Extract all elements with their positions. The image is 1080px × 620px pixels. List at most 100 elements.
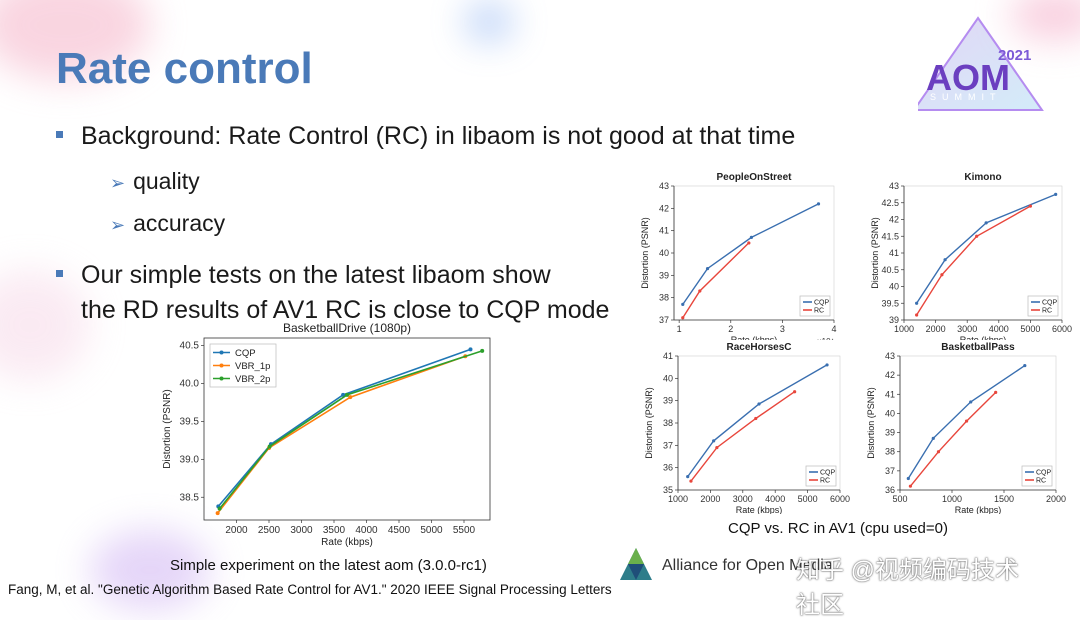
chart-title: RaceHorsesC xyxy=(726,342,791,353)
bullet-marker xyxy=(56,269,63,277)
y-tick-label: 40.0 xyxy=(180,379,200,390)
x-tick-label: 2000 xyxy=(1046,494,1066,504)
y-tick-label: 35 xyxy=(663,485,673,495)
data-point-rc xyxy=(936,450,941,454)
x-tick-label: 1000 xyxy=(668,494,688,504)
x-axis-label: Rate (kbps) xyxy=(960,335,1007,340)
bullet-text-line1: Our simple tests on the latest libaom sh… xyxy=(81,261,551,289)
data-point-rc xyxy=(698,289,702,293)
y-axis-label: Distortion (PSNR) xyxy=(640,217,650,289)
y-axis-label: Distortion (PSNR) xyxy=(870,217,880,289)
x-tick-label: 6000 xyxy=(830,494,850,504)
kimono-chart: Kimono 1000 2000 3000 4000 5000 6000 39 39.5 40 40… xyxy=(870,172,1072,340)
data-point-rc xyxy=(915,313,919,317)
y-tick-label: 40 xyxy=(659,248,669,258)
legend-marker xyxy=(219,363,224,368)
right-chart-caption: CQP vs. RC in AV1 (cpu used=0) xyxy=(728,520,948,537)
y-tick-label: 39.0 xyxy=(180,454,200,465)
data-point-vbr_2p xyxy=(480,348,485,353)
y-tick-label: 43 xyxy=(659,181,669,191)
basketballpass-chart: BasketballPass 500 1000 1500 2000 36 37 38 39 40 4… xyxy=(866,342,1066,514)
x-tick-label: 1000 xyxy=(894,324,914,334)
y-tick-label: 40 xyxy=(889,282,899,292)
legend-label: VBR_2p xyxy=(235,374,270,385)
legend-label: CQP xyxy=(820,470,836,477)
bullet-tests: Our simple tests on the latest libaom sh… xyxy=(56,258,609,328)
peopleonstreet-chart: PeopleOnStreet 1 2 3 4 37 38 39 40 41 42 43 Rate (kb… xyxy=(640,172,837,340)
data-point-rc xyxy=(940,273,944,277)
y-tick-label: 38 xyxy=(885,447,895,457)
aom-summit-logo: 2021 AOM SUMMIT xyxy=(918,16,1044,111)
data-point-cqp xyxy=(749,235,754,239)
x-tick-label: 2 xyxy=(728,324,733,334)
aom-logo-text: Alliance for Open Media xyxy=(662,557,833,574)
data-point-rc xyxy=(754,416,758,421)
data-point-cqp xyxy=(1054,192,1058,196)
y-tick-label: 41 xyxy=(885,389,895,399)
data-point-vbr_2p xyxy=(217,506,222,511)
x-tick-label: 2000 xyxy=(225,525,248,536)
bullet-marker xyxy=(56,130,63,138)
chart-title: PeopleOnStreet xyxy=(716,172,792,183)
y-tick-label: 41.5 xyxy=(881,231,899,241)
legend-label: RC xyxy=(1036,478,1046,485)
y-tick-label: 41 xyxy=(659,226,669,236)
y-tick-label: 41 xyxy=(663,351,673,361)
x-tick-label: 5000 xyxy=(420,525,443,536)
x-axis-label: Rate (kbps) xyxy=(731,335,778,340)
sub-bullet-text: quality xyxy=(133,168,200,194)
data-point-cqp xyxy=(712,439,716,443)
x-tick-label: 5000 xyxy=(1020,324,1040,334)
data-point-rc xyxy=(994,390,998,394)
y-tick-label: 42.5 xyxy=(881,198,899,208)
y-tick-label: 39.5 xyxy=(881,298,899,308)
legend-label: RC xyxy=(814,308,824,315)
data-point-rc xyxy=(689,479,693,483)
decor-blob-violet xyxy=(90,530,210,610)
data-point-rc xyxy=(975,234,979,238)
legend-label: RC xyxy=(1042,308,1052,315)
y-tick-label: 42 xyxy=(885,370,895,380)
x-tick-label: 1500 xyxy=(994,494,1014,504)
data-point-cqp xyxy=(915,301,919,305)
series-line-rc xyxy=(909,391,997,487)
x-tick-label: 2000 xyxy=(700,494,720,504)
left-chart-caption: Simple experiment on the latest aom (3.0… xyxy=(170,557,487,574)
legend-box xyxy=(805,465,837,487)
data-point-cqp xyxy=(705,267,710,271)
data-point-vbr_2p xyxy=(345,392,349,397)
data-point-cqp xyxy=(816,202,821,206)
data-point-rc xyxy=(681,316,685,320)
data-point-cqp xyxy=(681,302,685,306)
x-tick-label: 4000 xyxy=(989,324,1009,334)
citation-footnote: Fang, M, et al. "Genetic Algorithm Based… xyxy=(8,582,612,597)
x-tick-label: 6000 xyxy=(1052,324,1072,334)
x-tick-label: 2000 xyxy=(926,324,946,334)
data-point-rc xyxy=(793,390,797,394)
y-tick-label: 37 xyxy=(885,466,895,476)
y-axis-label: Distortion (PSNR) xyxy=(866,387,876,459)
data-point-cqp xyxy=(686,475,690,479)
series-line-vbr_1p xyxy=(216,355,466,514)
data-point-vbr_2p xyxy=(267,444,272,449)
x-tick-label: 3000 xyxy=(733,494,753,504)
legend-box xyxy=(1027,295,1059,317)
x-axis-label: Rate (kbps) xyxy=(321,537,373,548)
y-tick-label: 39.5 xyxy=(180,416,200,427)
x-tick-label: 2500 xyxy=(258,525,281,536)
arrow-icon: ➢ xyxy=(110,215,126,235)
y-tick-label: 37 xyxy=(663,440,673,450)
x-tick-label: 3 xyxy=(780,324,785,334)
data-point-rc xyxy=(1028,204,1032,208)
y-tick-label: 42 xyxy=(889,215,899,225)
x-tick-label: 3000 xyxy=(290,525,313,536)
x-axis-multiplier: ×10⁴ xyxy=(817,337,835,340)
data-point-rc xyxy=(908,484,912,488)
y-tick-label: 41 xyxy=(889,248,899,258)
x-tick-label: 4000 xyxy=(765,494,785,504)
aom-alliance-logo: Alliance for Open Media 知乎 @视频编码技术社区 xyxy=(618,546,1038,619)
aom-triangle-icon xyxy=(620,548,652,580)
bullet-text-line2: the RD results of AV1 RC is close to CQP… xyxy=(81,296,610,324)
x-tick-label: 4 xyxy=(831,324,836,334)
data-point-rc xyxy=(715,445,719,450)
